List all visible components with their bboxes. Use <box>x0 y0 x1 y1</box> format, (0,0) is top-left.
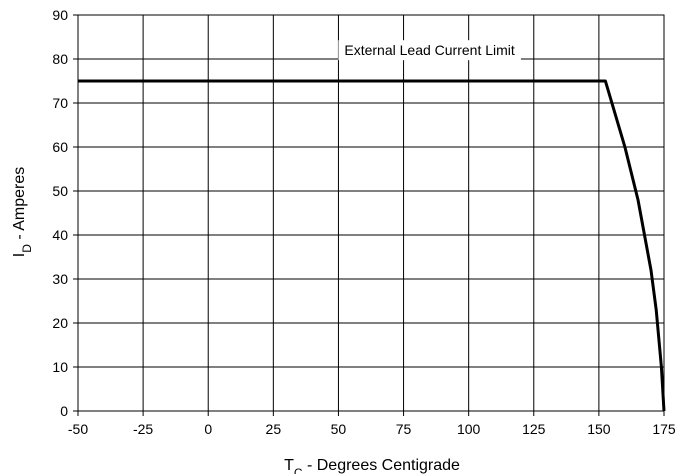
x-tick-label: 0 <box>204 421 212 437</box>
y-tick-label: 70 <box>52 95 68 111</box>
y-tick-label: 80 <box>52 51 68 67</box>
x-tick-label: 125 <box>522 421 546 437</box>
y-tick-label: 90 <box>52 7 68 23</box>
series-line-1 <box>78 79 666 412</box>
y-axis-title: ID - Amperes <box>11 167 34 257</box>
annotation-background <box>338 40 521 61</box>
series-group <box>78 79 666 412</box>
y-tick-label: 60 <box>52 139 68 155</box>
x-tick-label: 100 <box>457 421 481 437</box>
x-tick-labels: -50 -25 0 25 50 75 100 125 150 175 <box>68 421 676 437</box>
annotation-label: External Lead Current Limit <box>338 40 521 61</box>
x-tick-label: -25 <box>133 421 153 437</box>
y-tick-label: 20 <box>52 315 68 331</box>
x-axis-title: TC - Degrees Centigrade <box>284 457 460 474</box>
plot-frame <box>77 14 665 412</box>
x-tick-label: 150 <box>587 421 611 437</box>
x-tick-label: 175 <box>652 421 676 437</box>
y-tick-label: 0 <box>60 403 68 419</box>
x-tick-label: -50 <box>68 421 88 437</box>
annotation-text: External Lead Current Limit <box>344 42 515 58</box>
y-tick-label: 10 <box>52 359 68 375</box>
y-tick-label: 50 <box>52 183 68 199</box>
grid-lines <box>73 14 665 416</box>
x-tick-label: 25 <box>266 421 282 437</box>
x-tick-label: 50 <box>331 421 347 437</box>
y-tick-label: 30 <box>52 271 68 287</box>
y-tick-label: 40 <box>52 227 68 243</box>
x-tick-label: 75 <box>396 421 412 437</box>
annotations: External Lead Current Limit <box>338 40 521 61</box>
y-tick-labels: 0 10 20 30 40 50 60 70 80 90 <box>52 7 68 419</box>
